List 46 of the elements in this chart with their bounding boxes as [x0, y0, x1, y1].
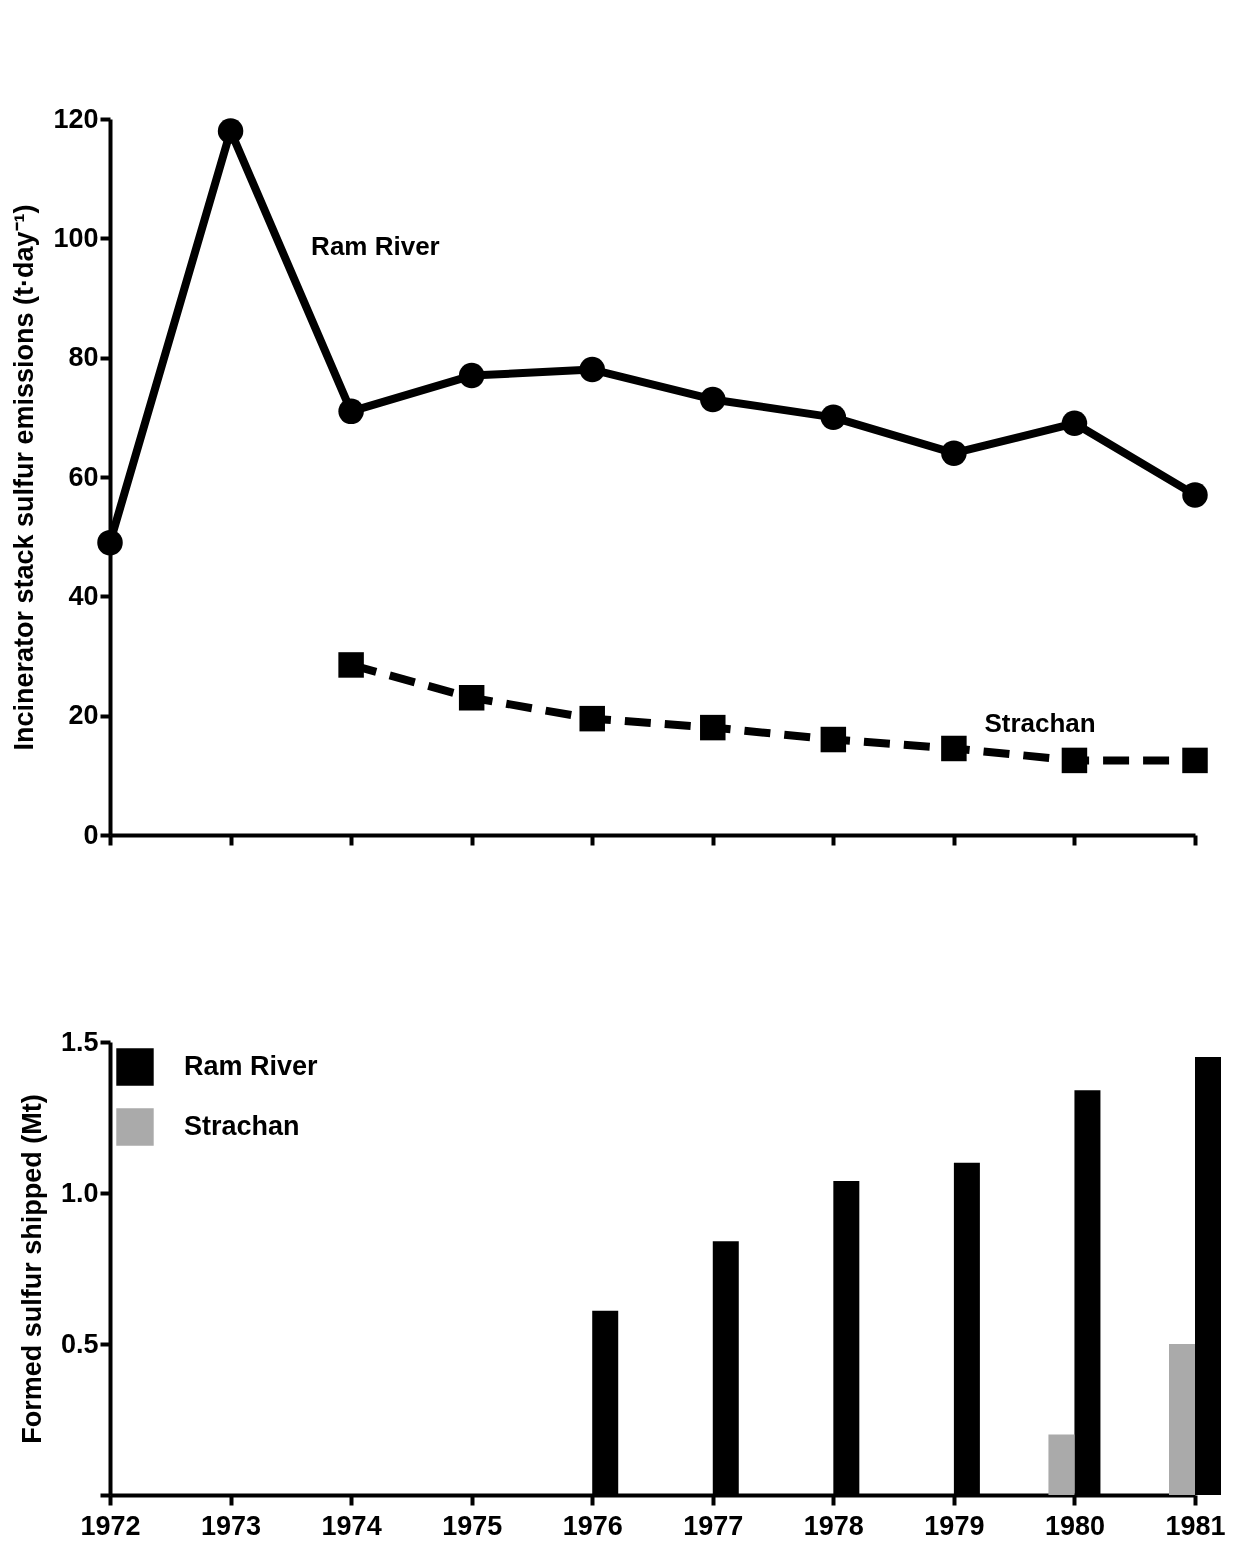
y-tick-label: 1.5	[60, 1026, 99, 1057]
point	[700, 714, 726, 741]
x-tick-label: 1977	[683, 1510, 744, 1541]
point	[458, 362, 485, 389]
point	[338, 398, 364, 425]
y-tick-label: 60	[68, 461, 99, 492]
series-label: Ram River	[311, 231, 440, 261]
x-tick-label: 1975	[442, 1510, 503, 1541]
bar	[1048, 1434, 1075, 1495]
x-tick-label: 1978	[803, 1510, 864, 1541]
point	[941, 440, 967, 466]
point	[820, 404, 847, 431]
point	[338, 652, 364, 678]
y-tick-label: 120	[53, 103, 99, 134]
bar	[1169, 1344, 1195, 1495]
legend-label: Ram River	[184, 1051, 319, 1081]
x-tick-label: 1972	[80, 1510, 141, 1541]
point	[941, 735, 967, 762]
series-label: Strachan	[984, 708, 1096, 738]
x-tick-label: 1973	[201, 1510, 262, 1541]
y-tick-label: 80	[68, 342, 99, 373]
point	[97, 529, 123, 556]
y-axis-title: Incinerator stack sulfur emissions (t·day⁻¹)	[9, 204, 40, 751]
point	[1182, 747, 1208, 774]
y-tick-label: 40	[68, 580, 99, 611]
point	[820, 726, 847, 753]
point	[1061, 410, 1088, 437]
point	[1061, 747, 1088, 774]
x-tick-label: 1979	[924, 1510, 985, 1541]
y-tick-label: 20	[68, 700, 99, 731]
x-tick-label: 1974	[321, 1510, 382, 1541]
x-tick-label: 1981	[1165, 1510, 1226, 1541]
y-tick-label: 1.0	[60, 1177, 99, 1208]
point	[458, 685, 485, 711]
point	[700, 386, 726, 413]
y-tick-label: 0.5	[60, 1328, 99, 1359]
x-tick-label: 1980	[1044, 1510, 1105, 1541]
x-tick-label: 1976	[562, 1510, 623, 1541]
point	[217, 118, 244, 144]
y-tick-label: 0	[83, 819, 99, 850]
legend-label: Strachan	[184, 1111, 300, 1141]
y-axis-title: Formed sulfur shipped (Mt)	[16, 1094, 47, 1444]
point	[1182, 482, 1208, 508]
y-tick-label: 100	[53, 222, 99, 253]
point	[579, 705, 605, 732]
point	[579, 356, 605, 383]
